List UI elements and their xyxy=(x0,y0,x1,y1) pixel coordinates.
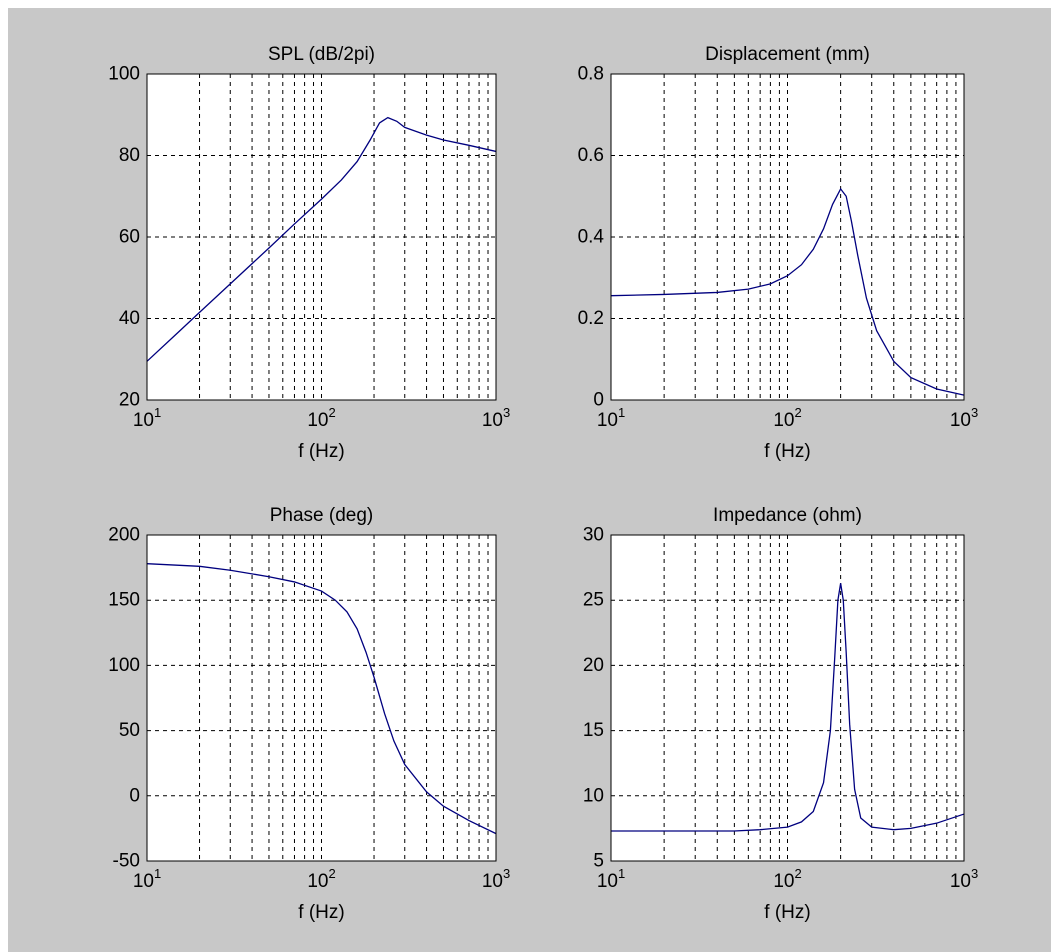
x-tick-base: 10 xyxy=(773,871,794,892)
x-tick-exponent: 3 xyxy=(503,866,510,881)
x-tick-label: 101 xyxy=(133,405,161,431)
subplot-spl: SPL (dB/2pi) 20 40 60 80 100 101 102 103… xyxy=(108,44,510,462)
plot-frame xyxy=(146,73,497,401)
x-tick-exponent: 3 xyxy=(971,866,978,881)
subplot-displacement: Displacement (mm) 0 0.2 0.4 0.6 0.8 101 … xyxy=(578,44,979,462)
y-tick-label: 100 xyxy=(108,655,140,676)
x-tick-labels: 101 102 103 xyxy=(597,405,978,431)
x-tick-base: 10 xyxy=(482,410,503,431)
y-tick-label: 15 xyxy=(583,720,604,741)
x-tick-base: 10 xyxy=(597,871,618,892)
phase-curve xyxy=(146,563,497,835)
plot-frame xyxy=(146,534,497,862)
plot-frame xyxy=(610,73,965,401)
grid-lines xyxy=(147,74,496,400)
x-tick-base: 10 xyxy=(133,410,154,431)
y-tick-label: 0 xyxy=(129,785,140,806)
x-tick-label: 101 xyxy=(133,866,161,892)
x-tick-base: 10 xyxy=(482,871,503,892)
x-tick-label: 102 xyxy=(307,405,335,431)
x-tick-labels: 101 102 103 xyxy=(133,866,510,892)
x-tick-base: 10 xyxy=(773,410,794,431)
x-tick-exponent: 2 xyxy=(794,405,801,420)
x-tick-label: 103 xyxy=(482,866,510,892)
x-tick-base: 10 xyxy=(597,410,618,431)
grid-lines xyxy=(147,535,496,861)
x-tick-exponent: 3 xyxy=(971,405,978,420)
y-tick-label: 10 xyxy=(583,785,604,806)
grid-lines xyxy=(611,74,964,400)
y-tick-label: 0.6 xyxy=(578,145,604,166)
y-tick-label: 200 xyxy=(108,525,140,546)
x-tick-exponent: 1 xyxy=(154,866,161,881)
plot-frame xyxy=(610,534,965,862)
x-tick-base: 10 xyxy=(950,410,971,431)
x-axis-label: f (Hz) xyxy=(298,902,344,923)
y-tick-label: 50 xyxy=(119,720,140,741)
x-tick-label: 103 xyxy=(950,405,978,431)
y-tick-label: 0 xyxy=(593,390,604,411)
chart-title: Impedance (ohm) xyxy=(713,505,862,526)
x-tick-exponent: 3 xyxy=(503,405,510,420)
chart-title: Phase (deg) xyxy=(270,505,374,526)
figure-svg: SPL (dB/2pi) 20 40 60 80 100 101 102 103… xyxy=(8,8,1051,952)
figure-canvas: SPL (dB/2pi) 20 40 60 80 100 101 102 103… xyxy=(8,8,1051,952)
y-tick-label: 150 xyxy=(108,590,140,611)
x-tick-label: 102 xyxy=(307,866,335,892)
x-tick-base: 10 xyxy=(307,871,328,892)
chart-title: Displacement (mm) xyxy=(705,44,870,65)
y-tick-label: 40 xyxy=(119,308,140,329)
x-tick-exponent: 1 xyxy=(618,866,625,881)
y-tick-label: 30 xyxy=(583,525,604,546)
y-tick-label: 60 xyxy=(119,227,140,248)
y-tick-label: 80 xyxy=(119,145,140,166)
x-tick-labels: 101 102 103 xyxy=(597,866,978,892)
x-tick-exponent: 1 xyxy=(618,405,625,420)
x-tick-label: 103 xyxy=(950,866,978,892)
y-tick-label: 20 xyxy=(583,655,604,676)
displacement-curve xyxy=(610,187,965,396)
y-tick-label: 20 xyxy=(119,390,140,411)
y-tick-label: 100 xyxy=(108,64,140,85)
y-tick-label: 0.2 xyxy=(578,308,604,329)
x-axis-label: f (Hz) xyxy=(764,441,810,462)
y-tick-label: -50 xyxy=(113,851,140,872)
x-tick-label: 102 xyxy=(773,866,801,892)
x-tick-label: 102 xyxy=(773,405,801,431)
x-tick-base: 10 xyxy=(307,410,328,431)
x-axis-label: f (Hz) xyxy=(298,441,344,462)
subplot-phase: Phase (deg) -50 0 50 100 150 200 101 102… xyxy=(108,505,510,923)
spl-curve xyxy=(146,116,497,362)
x-tick-label: 103 xyxy=(482,405,510,431)
y-tick-labels: -50 0 50 100 150 200 xyxy=(108,525,140,872)
y-tick-label: 25 xyxy=(583,590,604,611)
x-tick-label: 101 xyxy=(597,866,625,892)
subplot-impedance: Impedance (ohm) 5 10 15 20 25 30 101 102… xyxy=(583,505,978,923)
chart-title: SPL (dB/2pi) xyxy=(268,44,375,65)
grid-lines xyxy=(611,535,964,861)
y-tick-labels: 0 0.2 0.4 0.6 0.8 xyxy=(578,64,605,411)
x-tick-labels: 101 102 103 xyxy=(133,405,510,431)
x-tick-base: 10 xyxy=(133,871,154,892)
x-tick-exponent: 2 xyxy=(328,405,335,420)
x-tick-label: 101 xyxy=(597,405,625,431)
x-tick-exponent: 1 xyxy=(154,405,161,420)
y-tick-label: 0.8 xyxy=(578,64,604,85)
y-tick-label: 5 xyxy=(593,851,604,872)
impedance-curve xyxy=(611,583,965,832)
x-axis-label: f (Hz) xyxy=(764,902,810,923)
y-tick-labels: 5 10 15 20 25 30 xyxy=(583,525,604,872)
y-tick-label: 0.4 xyxy=(578,227,605,248)
y-tick-labels: 20 40 60 80 100 xyxy=(108,64,140,411)
x-tick-exponent: 2 xyxy=(328,866,335,881)
x-tick-base: 10 xyxy=(950,871,971,892)
x-tick-exponent: 2 xyxy=(794,866,801,881)
